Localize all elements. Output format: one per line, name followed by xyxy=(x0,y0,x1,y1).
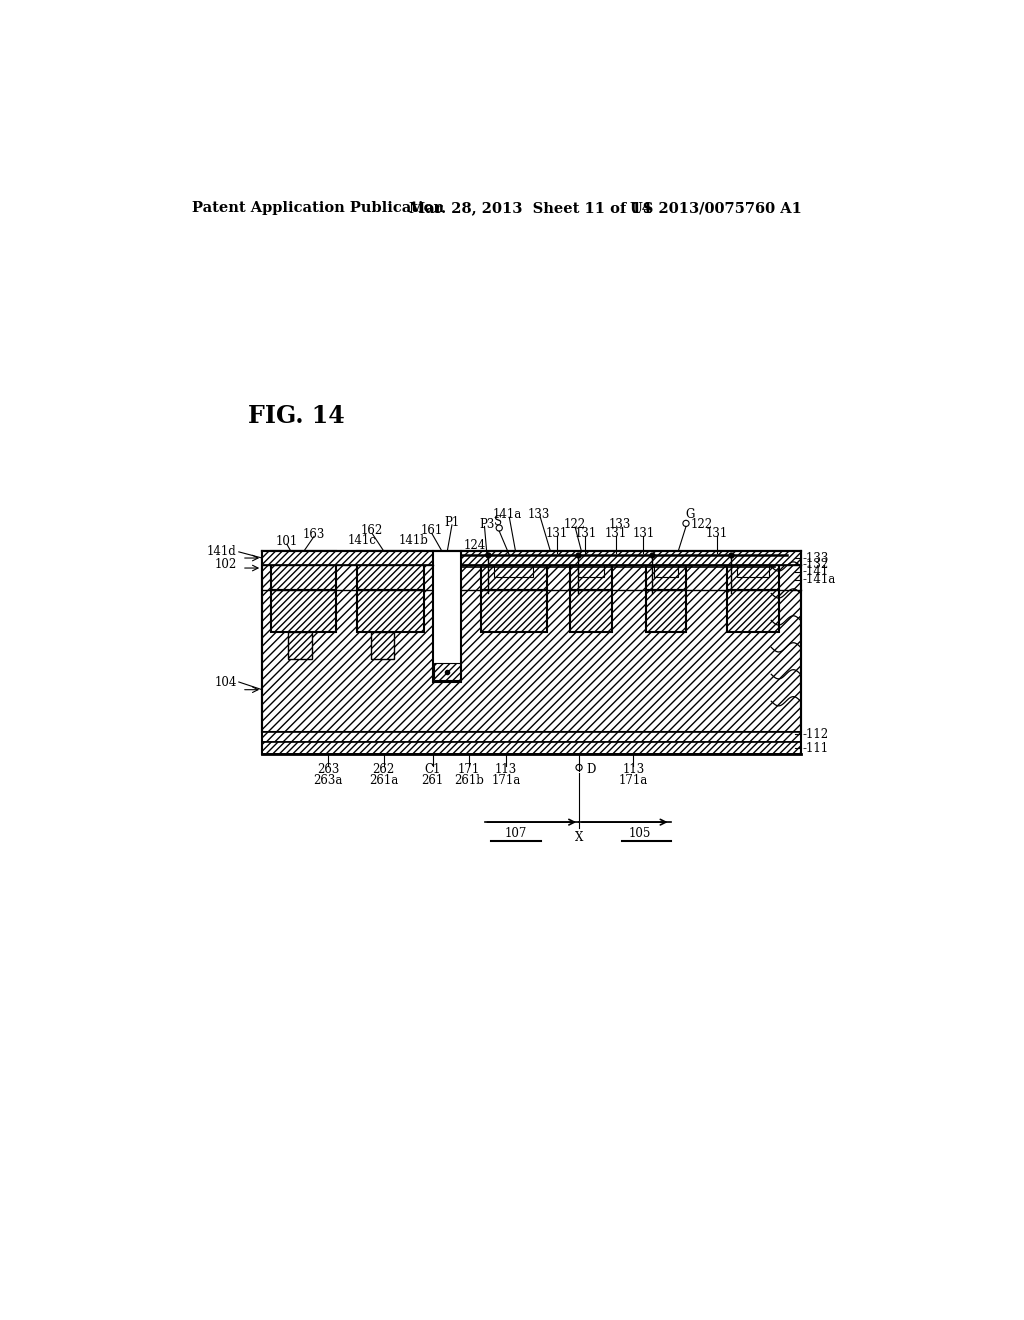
Text: 101: 101 xyxy=(275,535,298,548)
Text: Mar. 28, 2013  Sheet 11 of 14: Mar. 28, 2013 Sheet 11 of 14 xyxy=(409,202,651,215)
Text: 131: 131 xyxy=(546,527,567,540)
Bar xyxy=(569,565,612,590)
Bar xyxy=(579,565,604,577)
Bar xyxy=(356,590,424,632)
Text: 141c: 141c xyxy=(347,533,377,546)
Text: 163: 163 xyxy=(303,528,326,541)
Text: X: X xyxy=(574,832,584,843)
Bar xyxy=(653,565,678,577)
Text: 122: 122 xyxy=(564,517,586,531)
Text: 161: 161 xyxy=(421,524,443,537)
Bar xyxy=(727,565,779,590)
Text: 261: 261 xyxy=(422,774,443,787)
Text: FIG. 14: FIG. 14 xyxy=(248,404,345,429)
Text: 141b: 141b xyxy=(398,533,428,546)
Text: G: G xyxy=(685,508,694,520)
Bar xyxy=(371,632,394,659)
Bar xyxy=(737,565,769,577)
Text: 122: 122 xyxy=(690,517,713,531)
Text: -111: -111 xyxy=(802,742,828,755)
Text: 113: 113 xyxy=(623,763,644,776)
Bar xyxy=(480,565,547,590)
Bar xyxy=(271,552,336,590)
Text: 131: 131 xyxy=(574,527,596,540)
Bar xyxy=(646,565,686,590)
Text: 133: 133 xyxy=(527,508,550,520)
Text: 261a: 261a xyxy=(369,774,398,787)
Bar xyxy=(262,733,801,742)
Text: US 2013/0075760 A1: US 2013/0075760 A1 xyxy=(630,202,802,215)
Text: 171a: 171a xyxy=(492,774,521,787)
Text: 162: 162 xyxy=(361,524,383,537)
Text: 261b: 261b xyxy=(454,774,484,787)
Text: 133: 133 xyxy=(609,517,632,531)
Text: 124: 124 xyxy=(463,539,485,552)
Text: -132: -132 xyxy=(802,557,828,570)
Text: -133: -133 xyxy=(802,552,828,565)
Text: 131: 131 xyxy=(605,527,628,540)
Text: 171a: 171a xyxy=(618,774,648,787)
Text: 263a: 263a xyxy=(313,774,343,787)
Bar xyxy=(727,590,779,632)
Text: 141a: 141a xyxy=(494,508,522,520)
Bar xyxy=(271,590,336,632)
Text: D: D xyxy=(586,763,595,776)
Text: 131: 131 xyxy=(632,527,654,540)
Bar xyxy=(434,663,460,681)
Text: 262: 262 xyxy=(373,763,395,776)
Text: 131: 131 xyxy=(706,527,728,540)
Bar xyxy=(289,632,311,659)
Text: P1: P1 xyxy=(444,516,460,529)
Text: 104: 104 xyxy=(214,676,237,689)
Text: S: S xyxy=(495,515,503,528)
Bar xyxy=(569,590,612,632)
Bar xyxy=(494,565,534,577)
Text: Patent Application Publication: Patent Application Publication xyxy=(193,202,444,215)
Bar xyxy=(262,552,432,565)
Text: 171: 171 xyxy=(458,763,480,776)
Bar xyxy=(262,742,801,754)
Bar xyxy=(480,590,547,632)
Bar xyxy=(432,552,461,682)
Text: 113: 113 xyxy=(495,763,517,776)
Text: 102: 102 xyxy=(214,557,237,570)
Bar xyxy=(262,552,801,733)
Bar xyxy=(646,590,686,632)
Text: 105: 105 xyxy=(629,828,650,841)
Text: 141d: 141d xyxy=(207,545,237,558)
Text: -141a: -141a xyxy=(802,573,836,586)
Text: 263: 263 xyxy=(316,763,339,776)
Bar xyxy=(356,552,424,590)
Text: C1: C1 xyxy=(424,763,440,776)
Text: -112: -112 xyxy=(802,727,828,741)
Text: P3: P3 xyxy=(479,517,495,531)
Text: 107: 107 xyxy=(504,828,526,841)
Text: -141: -141 xyxy=(802,565,828,578)
Bar xyxy=(461,552,801,565)
